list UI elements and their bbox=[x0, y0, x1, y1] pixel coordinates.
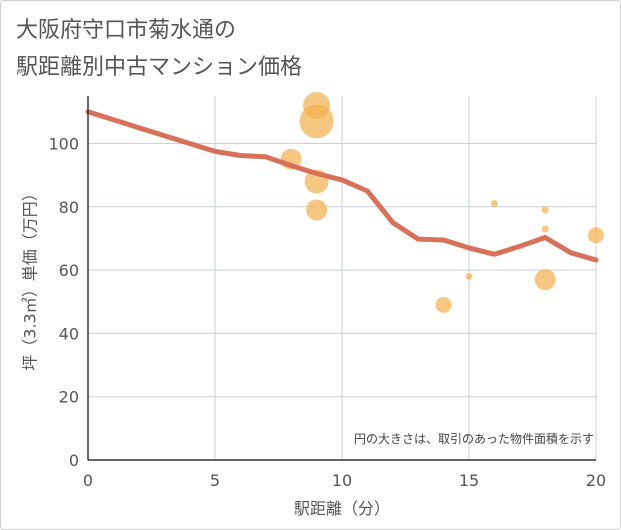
y-tick-label: 60 bbox=[59, 261, 79, 280]
x-tick-label: 10 bbox=[332, 471, 352, 490]
scatter-point bbox=[534, 269, 556, 291]
scatter-point bbox=[588, 227, 604, 244]
title-line-1: 大阪府守口市菊水通の bbox=[16, 18, 237, 43]
scatter-point bbox=[541, 225, 549, 233]
y-tick-label: 80 bbox=[59, 198, 79, 217]
tick-labels: 0 5 10 15 20 0 20 40 60 80 100 bbox=[48, 134, 606, 490]
y-axis-label: 坪（3.3㎡）単価（万円） bbox=[21, 185, 40, 370]
grid bbox=[88, 96, 597, 460]
y-tick-label: 100 bbox=[48, 134, 79, 153]
trend-line-group bbox=[85, 109, 599, 263]
y-tick-label: 40 bbox=[59, 324, 79, 343]
axes bbox=[87, 96, 596, 461]
x-tick-label: 15 bbox=[459, 471, 479, 490]
size-note: 円の大きさは、取引のあった物件面積を示す bbox=[354, 431, 594, 446]
scatter-point bbox=[435, 296, 452, 313]
chart-title: 大阪府守口市菊水通の 駅距離別中古マンション価格 bbox=[16, 12, 302, 86]
scatter-point bbox=[306, 199, 328, 221]
scatter-point bbox=[541, 206, 549, 214]
scatter-point bbox=[490, 200, 498, 208]
y-tick-label: 0 bbox=[69, 451, 79, 470]
x-axis-label: 駅距離（分） bbox=[294, 499, 390, 518]
trend-line bbox=[85, 109, 599, 263]
x-tick-label: 5 bbox=[210, 471, 220, 490]
x-tick-label: 20 bbox=[586, 471, 606, 490]
scatter-point bbox=[465, 272, 473, 280]
title-line-2: 駅距離別中古マンション価格 bbox=[16, 55, 303, 80]
x-tick-label: 0 bbox=[83, 471, 93, 490]
scatter-points bbox=[280, 91, 604, 313]
y-tick-label: 20 bbox=[59, 388, 79, 407]
scatter-point bbox=[299, 104, 334, 139]
